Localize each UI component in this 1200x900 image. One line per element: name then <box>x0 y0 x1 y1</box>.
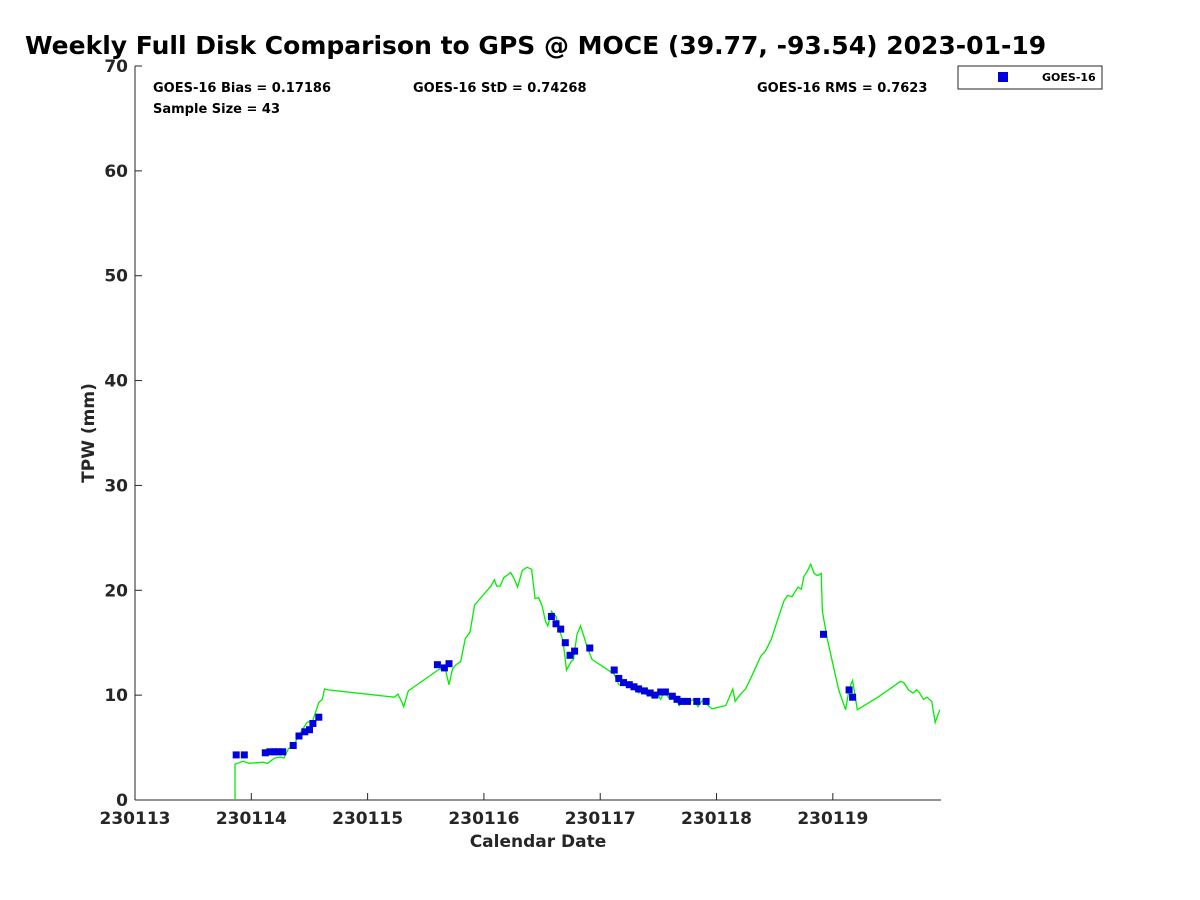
goes-point <box>301 728 309 736</box>
bias-stat: GOES-16 Bias = 0.17186 <box>153 81 331 96</box>
x-tick-label: 230114 <box>216 809 287 829</box>
goes-point <box>646 689 654 697</box>
y-tick-label: 50 <box>104 267 128 287</box>
y-tick-label: 20 <box>104 581 128 601</box>
x-tick-label: 230119 <box>797 809 868 829</box>
x-tick-label: 230115 <box>332 809 403 829</box>
goes-point <box>261 749 269 757</box>
x-tick-label: 230117 <box>565 809 636 829</box>
x-axis-label: Calendar Date <box>470 832 607 852</box>
goes-point <box>651 691 659 699</box>
chart-title: Weekly Full Disk Comparison to GPS @ MOC… <box>25 31 1046 60</box>
goes-point <box>557 625 565 633</box>
goes-point <box>693 697 701 705</box>
goes-point <box>295 732 303 740</box>
goes-point <box>309 720 317 727</box>
y-ticks: 0 10 20 30 40 50 60 70 <box>104 57 142 811</box>
x-tick-label: 230116 <box>448 809 519 829</box>
gps-series-line <box>234 562 941 800</box>
goes-point <box>306 726 313 734</box>
goes-point <box>279 748 287 756</box>
goes-point <box>266 748 274 756</box>
legend-box <box>957 65 1103 90</box>
legend: GOES-16 <box>957 65 1103 90</box>
goes-point <box>547 613 555 620</box>
goes-point <box>274 748 282 756</box>
goes-series-points <box>232 613 857 759</box>
y-tick-label: 40 <box>104 372 128 392</box>
goes-point <box>845 686 853 694</box>
legend-marker-goes <box>998 72 1008 82</box>
goes-point <box>445 660 453 668</box>
std-stat: GOES-16 StD = 0.74268 <box>413 81 587 96</box>
goes-point <box>630 683 638 691</box>
goes-point <box>315 713 323 721</box>
y-axis-label: TPW (mm) <box>79 383 99 483</box>
goes-point <box>552 620 560 628</box>
goes-point <box>620 679 627 687</box>
plot-area <box>232 562 941 800</box>
goes-point <box>615 674 623 682</box>
legend-label-goes: GOES-16 <box>1042 71 1096 84</box>
y-tick-label: 30 <box>104 476 128 496</box>
goes-point <box>640 687 648 695</box>
goes-point <box>657 688 665 696</box>
goes-point <box>678 697 686 705</box>
goes-point <box>289 742 297 749</box>
goes-point <box>232 751 240 759</box>
x-tick-label: 230113 <box>100 809 171 829</box>
goes-point <box>625 681 633 689</box>
goes-point <box>635 685 643 693</box>
goes-point <box>849 693 857 701</box>
goes-point <box>561 639 569 647</box>
x-tick-label: 230118 <box>681 809 752 829</box>
goes-point <box>571 647 579 655</box>
goes-point <box>673 695 681 703</box>
goes-point <box>820 630 827 638</box>
axes <box>134 66 941 801</box>
goes-point <box>668 692 676 700</box>
goes-point <box>433 661 441 669</box>
goes-point <box>702 697 710 705</box>
y-tick-label: 10 <box>104 686 128 706</box>
y-tick-label: 70 <box>104 57 128 77</box>
rms-stat: GOES-16 RMS = 0.7623 <box>757 81 927 96</box>
y-tick-label: 0 <box>116 791 128 811</box>
x-ticks: 230113 230114 230115 230116 230117 230118 2301… <box>100 793 868 829</box>
goes-point <box>610 666 618 674</box>
goes-point <box>240 751 248 759</box>
goes-point <box>566 651 574 659</box>
goes-point <box>586 644 594 652</box>
sample-size-stat: Sample Size = 43 <box>153 102 280 117</box>
goes-point <box>684 697 691 705</box>
goes-point <box>440 664 448 672</box>
y-tick-label: 60 <box>104 162 128 182</box>
goes-point <box>661 688 669 696</box>
